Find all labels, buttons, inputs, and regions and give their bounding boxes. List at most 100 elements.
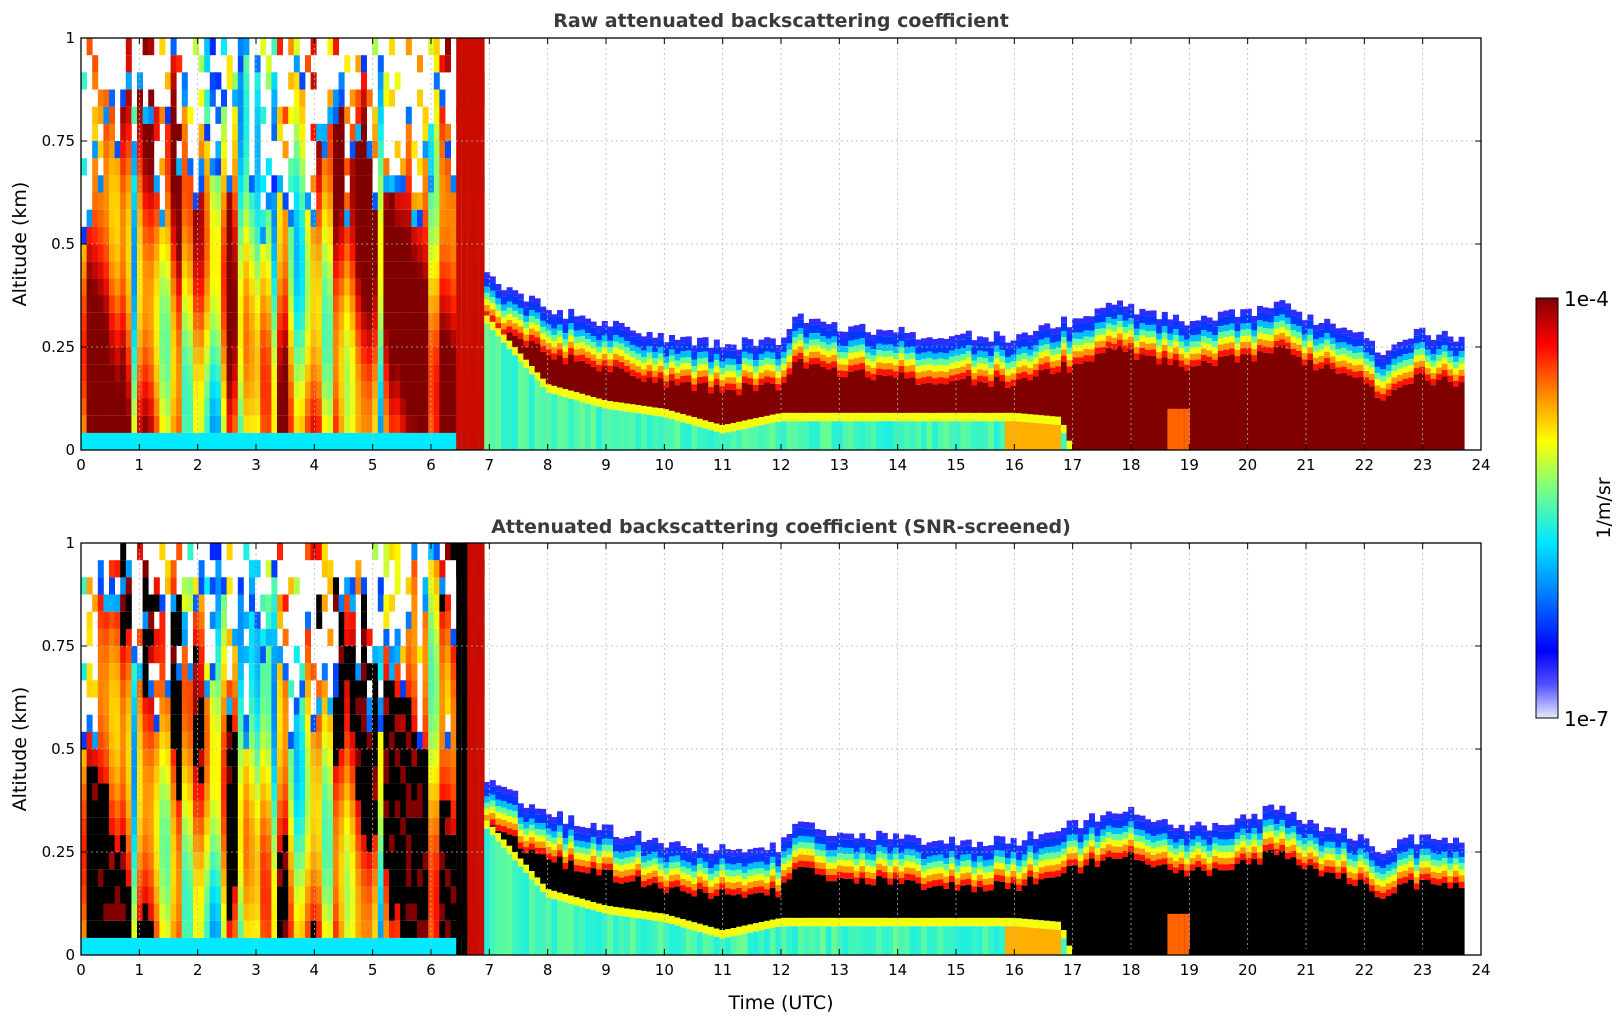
heatmap-cell	[725, 432, 731, 450]
heatmap-cell	[288, 680, 295, 698]
heatmap-cell	[355, 55, 362, 73]
heatmap-cell	[769, 338, 776, 345]
heatmap-cell	[125, 141, 132, 159]
heatmap-cell	[1374, 366, 1381, 374]
heatmap-cell	[456, 543, 463, 955]
heatmap-cell	[445, 158, 451, 176]
heatmap-cell	[1055, 372, 1062, 417]
heatmap-cell	[450, 783, 457, 801]
heatmap-cell	[489, 297, 496, 304]
heatmap-cell	[288, 937, 295, 955]
heatmap-cell	[641, 357, 647, 364]
heatmap-cell	[198, 415, 205, 433]
heatmap-cell	[215, 886, 222, 904]
heatmap-cell	[338, 886, 345, 904]
heatmap-cell	[1072, 345, 1079, 352]
heatmap-cell	[349, 903, 356, 921]
heatmap-cell	[921, 338, 927, 345]
heatmap-cell	[249, 903, 255, 921]
heatmap-cell	[937, 377, 944, 384]
heatmap-cell	[1083, 361, 1090, 450]
heatmap-cell	[237, 226, 244, 244]
heatmap-cell	[277, 278, 283, 296]
heatmap-cell	[226, 577, 233, 595]
heatmap-cell	[501, 832, 507, 840]
heatmap-cell	[1033, 337, 1039, 346]
heatmap-cell	[114, 432, 121, 450]
heatmap-cell	[1066, 360, 1073, 367]
heatmap-cell	[624, 347, 631, 354]
heatmap-cell	[383, 312, 390, 330]
heatmap-cell	[254, 175, 261, 193]
heatmap-cell	[825, 357, 832, 364]
heatmap-cell	[86, 38, 93, 56]
heatmap-cell	[226, 628, 233, 646]
heatmap-cell	[624, 341, 631, 348]
heatmap-cell	[1021, 353, 1028, 360]
heatmap-cell	[753, 360, 759, 367]
heatmap-cell	[1061, 343, 1067, 350]
heatmap-cell	[781, 343, 787, 352]
heatmap-cell	[249, 749, 255, 767]
heatmap-cell	[226, 697, 233, 715]
heatmap-cell	[148, 209, 155, 227]
heatmap-cell	[607, 830, 614, 839]
heatmap-cell	[1352, 332, 1359, 339]
heatmap-cell	[120, 663, 127, 681]
heatmap-cell	[691, 372, 698, 379]
heatmap-cell	[887, 375, 894, 413]
heatmap-cell	[613, 837, 619, 844]
heatmap-cell	[221, 295, 227, 313]
heatmap-cell	[293, 261, 300, 279]
heatmap-cell	[176, 329, 183, 347]
heatmap-cell	[1223, 349, 1230, 356]
heatmap-cell	[81, 261, 87, 279]
heatmap-cell	[148, 38, 155, 56]
heatmap-cell	[316, 432, 323, 450]
heatmap-cell	[226, 415, 233, 433]
heatmap-cell	[814, 345, 821, 352]
heatmap-cell	[249, 329, 255, 347]
heatmap-cell	[674, 360, 681, 367]
heatmap-cell	[209, 869, 216, 887]
heatmap-cell	[540, 829, 547, 836]
heatmap-cell	[837, 421, 843, 450]
heatmap-cell	[1329, 368, 1336, 450]
heatmap-cell	[125, 55, 132, 73]
heatmap-cell	[758, 372, 765, 379]
heatmap-cell	[170, 244, 177, 262]
heatmap-cell	[176, 749, 183, 767]
heatmap-cell	[954, 361, 961, 368]
heatmap-cell	[137, 783, 143, 801]
heatmap-cell	[125, 209, 132, 227]
heatmap-cell	[1021, 377, 1028, 414]
heatmap-cell	[540, 854, 547, 884]
heatmap-cell	[1201, 342, 1207, 349]
heatmap-cell	[338, 783, 345, 801]
heatmap-cell	[960, 366, 967, 373]
heatmap-cell	[971, 412, 978, 422]
heatmap-cell	[137, 697, 143, 715]
heatmap-cell	[389, 594, 395, 612]
heatmap-cell	[613, 410, 619, 450]
heatmap-cell	[254, 192, 261, 210]
heatmap-cell	[165, 398, 171, 416]
heatmap-cell	[293, 834, 300, 852]
heatmap-cell	[321, 834, 328, 852]
heatmap-cell	[641, 381, 647, 406]
heatmap-cell	[495, 298, 502, 305]
heatmap-cell	[209, 381, 216, 399]
heatmap-cell	[988, 341, 995, 348]
heatmap-cell	[1133, 341, 1140, 348]
heatmap-cell	[1010, 412, 1017, 422]
heatmap-cell	[394, 295, 401, 313]
heatmap-cell	[148, 432, 155, 450]
heatmap-cell	[349, 415, 356, 433]
heatmap-cell	[848, 359, 855, 366]
heatmap-cell	[321, 312, 328, 330]
heatmap-cell	[333, 192, 339, 210]
heatmap-cell	[641, 868, 647, 875]
heatmap-cell	[187, 783, 194, 801]
heatmap-cell	[652, 343, 659, 353]
heatmap-cell	[702, 363, 709, 371]
